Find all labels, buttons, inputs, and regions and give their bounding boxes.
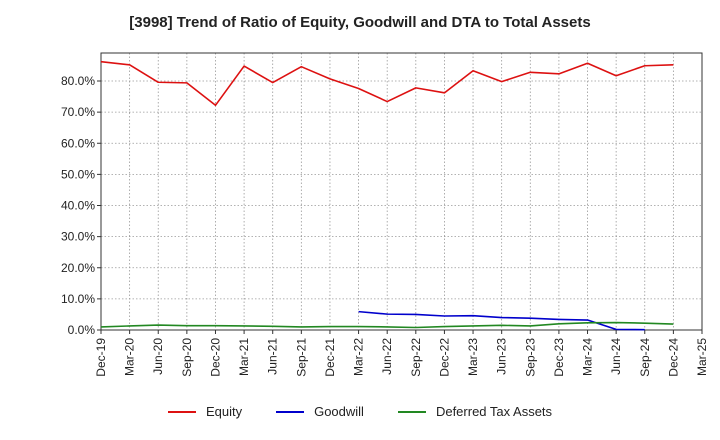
y-tick-label: 20.0%: [61, 261, 95, 275]
x-tick-label: Mar-25: [695, 338, 709, 376]
x-tick-label: Mar-20: [123, 338, 137, 376]
y-tick-label: 30.0%: [61, 230, 95, 244]
x-tick-label: Mar-21: [237, 338, 251, 376]
x-tick-label: Sep-24: [638, 338, 652, 377]
x-tick-label: Jun-20: [151, 338, 165, 375]
x-tick-label: Jun-22: [380, 338, 394, 375]
legend-swatch-goodwill: [276, 410, 305, 413]
x-tick-label: Sep-21: [294, 338, 308, 377]
series-line-equity: [100, 60, 674, 107]
x-tick-label: Dec-23: [552, 338, 566, 377]
x-tick-label: Mar-23: [466, 338, 480, 376]
legend-label-goodwill: Goodwill: [314, 404, 364, 419]
x-tick-label: Dec-20: [208, 338, 222, 377]
x-tick-label: Jun-21: [266, 338, 280, 375]
y-tick-label: 60.0%: [61, 136, 95, 150]
y-tick-label: 70.0%: [61, 105, 95, 119]
x-tick-label: Jun-23: [495, 338, 509, 375]
y-tick-label: 10.0%: [61, 292, 95, 306]
plot-frame: [100, 52, 703, 331]
legend-swatch-equity: [167, 410, 196, 413]
x-tick-label: Sep-22: [409, 338, 423, 377]
x-tick-label: Mar-24: [581, 338, 595, 376]
chart-legend: Equity Goodwill Deferred Tax Assets: [0, 404, 720, 419]
x-tick-label: Mar-22: [352, 338, 366, 376]
y-tick-label: 50.0%: [61, 167, 95, 181]
x-tick-label: Jun-24: [609, 338, 623, 375]
legend-item-equity: Equity: [167, 404, 243, 419]
y-tick-label: 40.0%: [61, 199, 95, 213]
series-line-deferred-tax-assets: [100, 321, 674, 329]
x-tick-label: Sep-20: [180, 338, 194, 377]
legend-item-goodwill: Goodwill: [276, 404, 364, 419]
legend-label-dta: Deferred Tax Assets: [435, 404, 553, 419]
x-tick-label: Dec-19: [94, 338, 108, 377]
legend-label-equity: Equity: [205, 404, 243, 419]
chart-title: [3998] Trend of Ratio of Equity, Goodwil…: [129, 14, 591, 31]
x-tick-label: Dec-24: [666, 338, 680, 377]
x-tick-label: Dec-21: [323, 338, 337, 377]
y-tick-label: 0.0%: [68, 323, 96, 337]
y-tick-label: 80.0%: [61, 74, 95, 88]
x-tick-label: Dec-22: [437, 338, 451, 377]
legend-swatch-dta: [397, 410, 426, 413]
x-tick-label: Sep-23: [523, 338, 537, 377]
legend-item-dta: Deferred Tax Assets: [397, 404, 553, 419]
